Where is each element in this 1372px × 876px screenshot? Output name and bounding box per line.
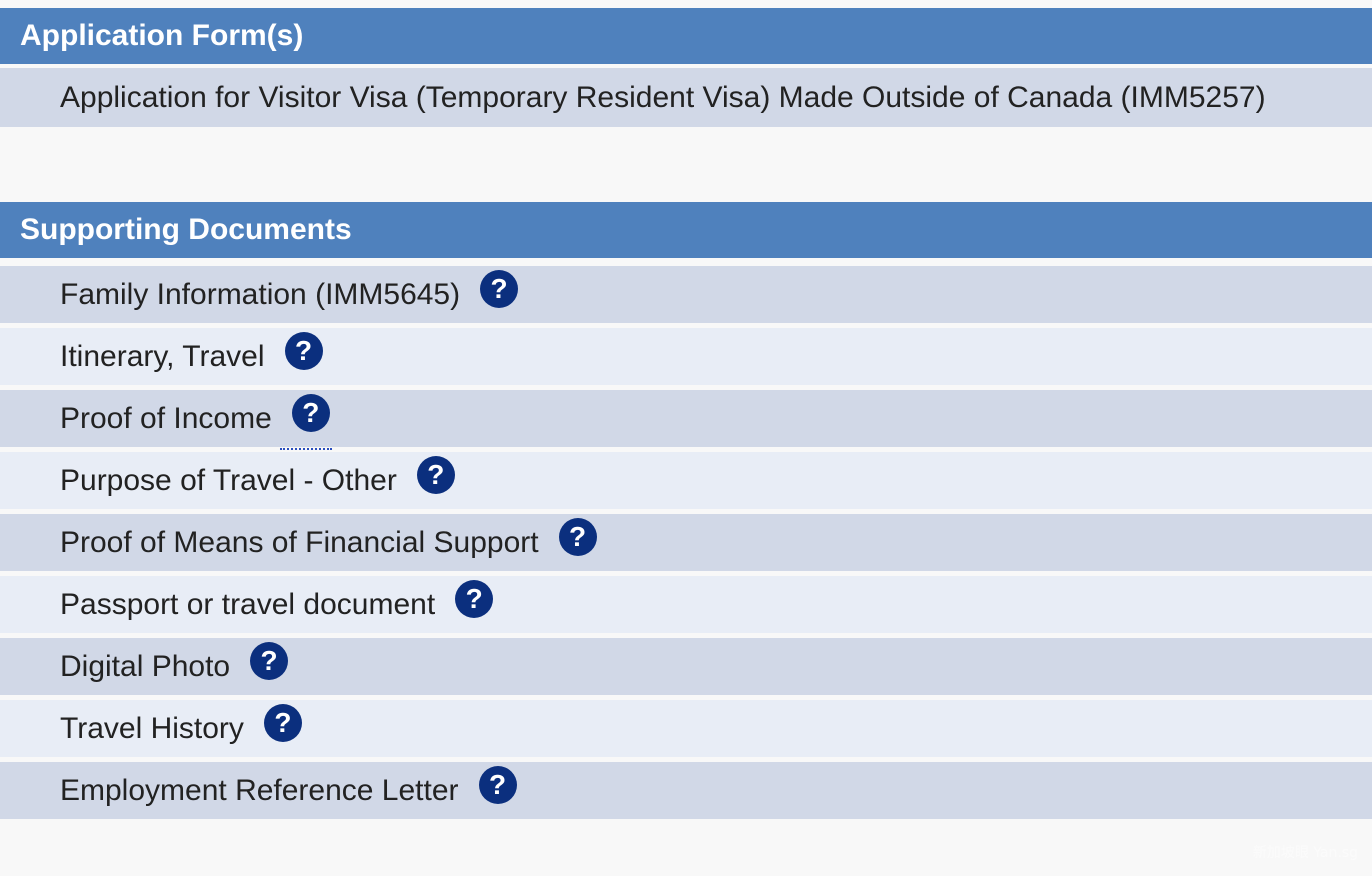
help-icon[interactable]: ? bbox=[279, 393, 332, 450]
document-label: Proof of Income bbox=[60, 401, 272, 435]
application-forms-header: Application Form(s) bbox=[0, 8, 1372, 64]
help-icon[interactable]: ? bbox=[284, 331, 323, 370]
help-icon[interactable]: ? bbox=[478, 765, 517, 804]
document-row-family-information: Family Information (IMM5645) ? bbox=[0, 266, 1372, 323]
document-label: Itinerary, Travel bbox=[60, 339, 265, 373]
help-icon[interactable]: ? bbox=[416, 455, 455, 494]
document-label: Family Information (IMM5645) bbox=[60, 277, 461, 311]
document-row-travel-history: Travel History ? bbox=[0, 700, 1372, 757]
supporting-documents-title: Supporting Documents bbox=[20, 213, 352, 246]
document-label: Proof of Means of Financial Support bbox=[60, 525, 539, 559]
supporting-documents-header: Supporting Documents bbox=[0, 202, 1372, 258]
document-row-proof-of-income: Proof of Income ? bbox=[0, 390, 1372, 450]
document-row-digital-photo: Digital Photo ? bbox=[0, 638, 1372, 695]
document-row-employment-reference-letter: Employment Reference Letter ? bbox=[0, 762, 1372, 819]
help-icon[interactable]: ? bbox=[250, 641, 289, 680]
document-label: Travel History bbox=[60, 711, 244, 745]
help-icon[interactable]: ? bbox=[480, 269, 519, 308]
form-row-imm5257: Application for Visitor Visa (Temporary … bbox=[0, 68, 1372, 127]
help-icon[interactable]: ? bbox=[455, 579, 494, 618]
form-label: Application for Visitor Visa (Temporary … bbox=[60, 80, 1266, 114]
document-label: Employment Reference Letter bbox=[60, 773, 459, 807]
document-label: Digital Photo bbox=[60, 649, 231, 683]
document-row-purpose-of-travel-other: Purpose of Travel - Other ? bbox=[0, 452, 1372, 509]
document-row-itinerary-travel: Itinerary, Travel ? bbox=[0, 328, 1372, 385]
help-icon[interactable]: ? bbox=[558, 517, 597, 556]
help-icon[interactable]: ? bbox=[263, 703, 302, 742]
document-row-passport-or-travel-document: Passport or travel document ? bbox=[0, 576, 1372, 633]
watermark: 新加坡眼 Yan.sg bbox=[1252, 845, 1358, 861]
application-forms-title: Application Form(s) bbox=[20, 19, 304, 52]
document-label: Purpose of Travel - Other bbox=[60, 463, 397, 497]
document-label: Passport or travel document bbox=[60, 587, 436, 621]
document-row-proof-of-means-of-financial-support: Proof of Means of Financial Support ? bbox=[0, 514, 1372, 571]
